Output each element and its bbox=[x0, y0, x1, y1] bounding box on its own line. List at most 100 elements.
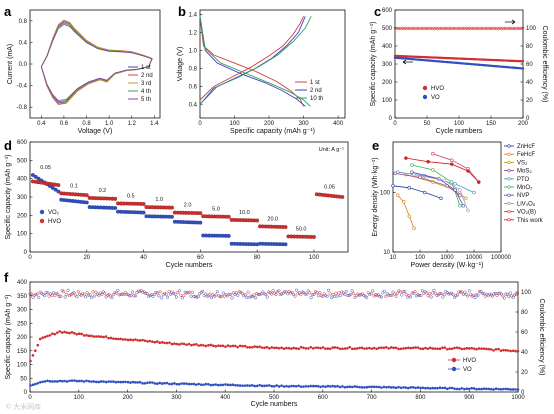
a-xtick-label: 0.4 bbox=[37, 121, 46, 127]
c-arrow-left bbox=[402, 59, 413, 65]
f-ce-hvo-point bbox=[331, 293, 335, 297]
f-xtick-label: 1000 bbox=[511, 395, 525, 401]
d-rate-label: 1.0 bbox=[155, 197, 163, 203]
f-hvo-point bbox=[377, 346, 381, 350]
e-series-line bbox=[411, 164, 461, 206]
e-series-point bbox=[431, 168, 435, 172]
f-ce-hvo-point bbox=[381, 291, 385, 295]
e-legend-label: PTO bbox=[517, 177, 530, 183]
c-y2tick-label: 100 bbox=[526, 26, 537, 32]
f-ce-hvo-point bbox=[334, 291, 338, 295]
f-ce-vo-point bbox=[57, 295, 61, 299]
f-ce-vo-point bbox=[470, 294, 474, 298]
f-hvo-point bbox=[116, 337, 120, 341]
f-vo-point bbox=[163, 381, 166, 385]
f-ce-vo-point bbox=[51, 291, 55, 295]
e-series-point bbox=[412, 172, 416, 177]
d-vo-point bbox=[33, 174, 38, 179]
f-ce-vo-point bbox=[233, 292, 237, 296]
f-ce-vo-point bbox=[300, 290, 304, 294]
f-vo-point bbox=[516, 388, 520, 391]
f-hvo-point bbox=[131, 338, 135, 342]
f-ce-hvo-point bbox=[483, 294, 487, 298]
f-ce-vo-point bbox=[236, 293, 240, 297]
f-vo-point bbox=[324, 385, 327, 389]
f-vo-point bbox=[282, 385, 286, 388]
f-vo-point bbox=[407, 386, 410, 390]
f-vo-point bbox=[382, 385, 386, 389]
f-vo-point bbox=[92, 380, 96, 383]
f-ce-hvo-point bbox=[44, 291, 48, 295]
f-hvo-point bbox=[424, 346, 427, 350]
f-ce-hvo-point bbox=[144, 291, 148, 295]
f-ce-hvo-point bbox=[419, 294, 423, 298]
f-vo-point bbox=[141, 382, 144, 385]
e-legend-marker bbox=[507, 218, 511, 222]
f-ce-hvo-point bbox=[240, 291, 244, 295]
d-vo-point bbox=[53, 187, 58, 192]
f-xtick-label: 500 bbox=[269, 395, 280, 401]
f-vo-point bbox=[297, 384, 300, 388]
f-ce-vo-point bbox=[113, 291, 117, 295]
f-ylabel: Specific capacity (mAh g⁻¹) bbox=[5, 295, 12, 380]
c-xtick-label: 100 bbox=[454, 121, 465, 127]
f-hvo-point bbox=[229, 344, 232, 348]
f-ce-vo-point bbox=[453, 295, 457, 299]
f-vo-point bbox=[124, 380, 127, 384]
f-ce-hvo-point bbox=[243, 293, 247, 297]
f-ce-hvo-point bbox=[346, 294, 350, 298]
f-hvo-point bbox=[73, 331, 76, 335]
f-hvo-point bbox=[90, 334, 93, 338]
f-ce-hvo-point bbox=[431, 291, 435, 295]
d-vo-point bbox=[170, 214, 174, 219]
f-ce-vo-point bbox=[277, 289, 281, 293]
f-ce-hvo-point bbox=[472, 293, 476, 297]
f-vo-point bbox=[209, 383, 213, 387]
f-ce-hvo-point bbox=[94, 290, 98, 294]
c-y2tick-label: 0 bbox=[526, 116, 530, 122]
f-vo-point bbox=[168, 382, 171, 386]
f-ce-hvo-point bbox=[275, 290, 279, 294]
f-ce-hvo-point bbox=[343, 292, 347, 297]
f-hvo-point bbox=[124, 338, 127, 341]
f-ce-hvo-point bbox=[416, 293, 420, 297]
f-ytick-label: 300 bbox=[17, 308, 28, 314]
f-ce-vo-point bbox=[183, 290, 187, 294]
f-ce-vo-point bbox=[303, 292, 307, 296]
f-hvo-point bbox=[187, 342, 191, 346]
f-hvo-point bbox=[470, 346, 473, 350]
e-xtick-label: 10 bbox=[390, 255, 397, 261]
panel-label-c: c bbox=[374, 4, 381, 19]
f-hvo-point bbox=[46, 334, 49, 338]
f-ce-vo-point bbox=[511, 295, 515, 299]
f-ce-hvo-point bbox=[141, 290, 145, 294]
e-xlabel: Power density (W·kg⁻¹) bbox=[411, 262, 484, 269]
f-hvo-point bbox=[394, 346, 398, 350]
f-vo-point bbox=[285, 384, 288, 388]
f-vo-point bbox=[229, 383, 232, 387]
f-hvo-point bbox=[485, 347, 488, 351]
d-hvo-point bbox=[141, 202, 146, 206]
f-ce-hvo-point bbox=[442, 292, 446, 297]
f-hvo-point bbox=[221, 344, 225, 348]
f-ce-hvo-point bbox=[76, 290, 80, 294]
f-ce-vo-point bbox=[125, 292, 129, 296]
f-ce-vo-point bbox=[388, 293, 392, 297]
f-hvo-point bbox=[275, 346, 278, 350]
d-vo-point bbox=[198, 220, 203, 225]
f-vo-point bbox=[372, 385, 376, 389]
f-vo-point bbox=[236, 384, 239, 387]
b-xtick-label: 200 bbox=[264, 121, 275, 127]
f-y2tick-label: 20 bbox=[521, 370, 528, 376]
d-rate-label: 0.05 bbox=[40, 165, 51, 171]
f-ce-vo-point bbox=[92, 294, 96, 298]
f-hvo-point bbox=[199, 343, 203, 347]
f-hvo-point bbox=[75, 332, 79, 336]
d-vo-point bbox=[113, 206, 118, 210]
f-hvo-point bbox=[324, 347, 327, 350]
d-vo-point bbox=[283, 242, 288, 247]
f-ce-vo-point bbox=[482, 292, 486, 296]
f-hvo-point bbox=[297, 347, 300, 351]
f-hvo-point bbox=[299, 345, 303, 349]
f-ce-vo-point bbox=[177, 289, 181, 293]
